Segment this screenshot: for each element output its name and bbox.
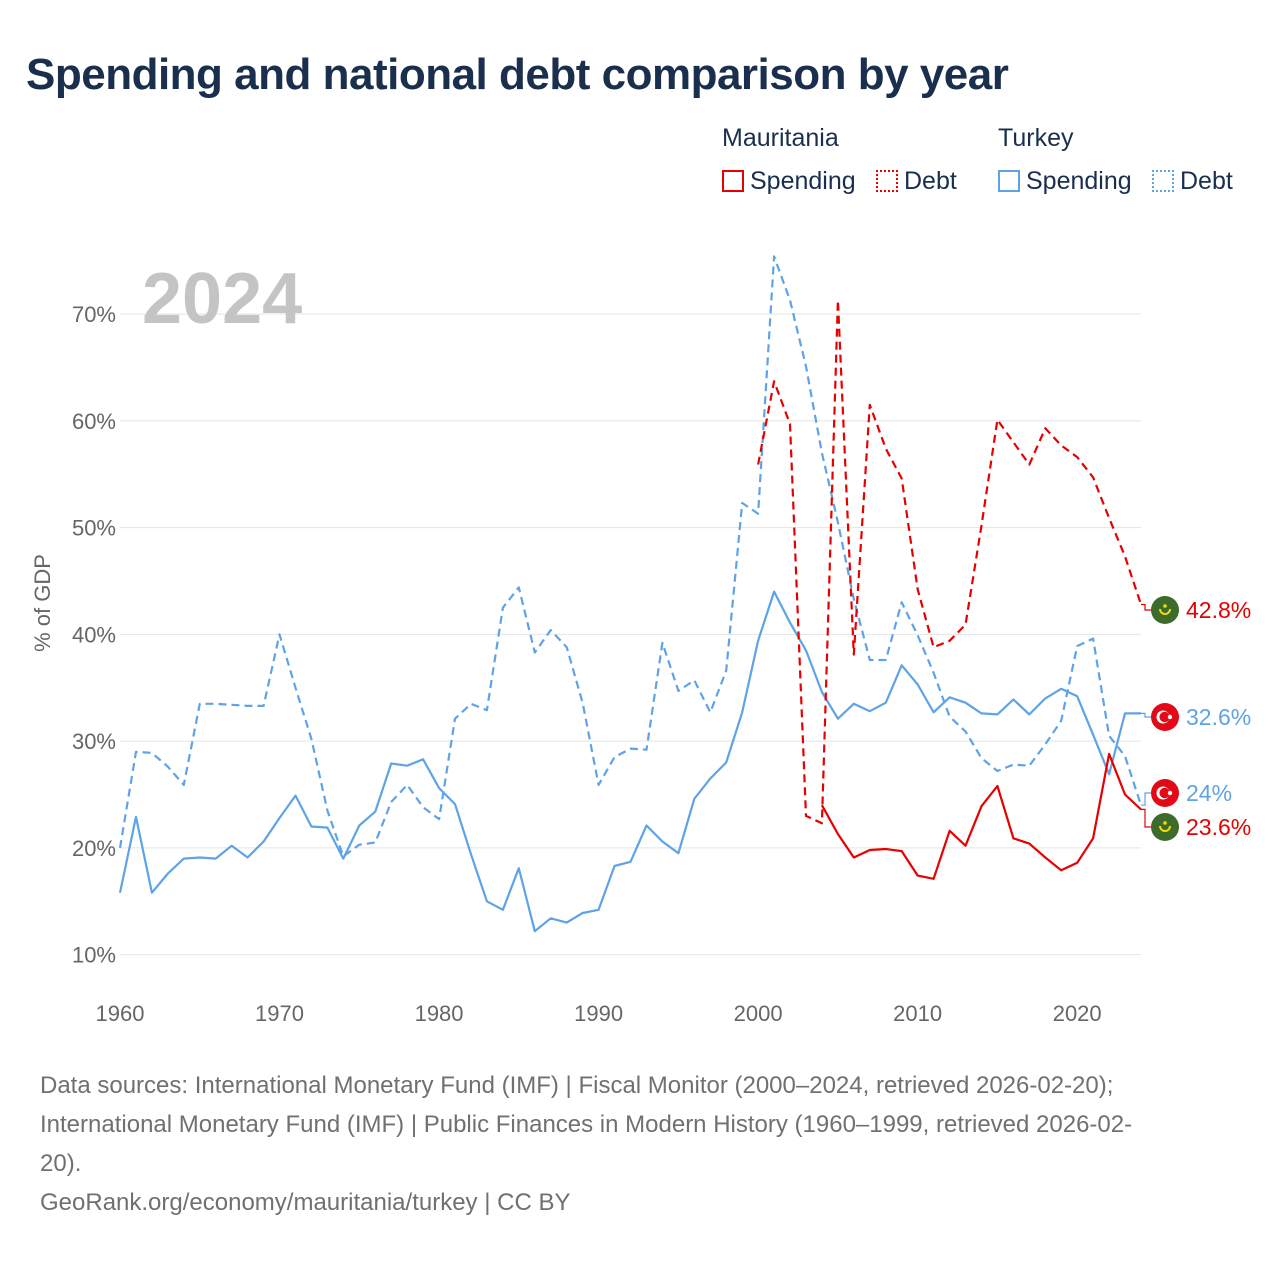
x-tick-label: 2010 (893, 1001, 942, 1026)
end-value-label: 42.8% (1186, 597, 1251, 623)
mauritania-flag-star (1163, 604, 1167, 608)
line-chart: 10% 20% 30% 40% 50% 60% 70% 1960 1970 1980 1990 200… (30, 255, 1251, 1026)
x-tick-label: 2000 (734, 1001, 783, 1026)
y-tick-label: 60% (72, 409, 116, 434)
year-label: 2024 (142, 259, 302, 339)
end-value-label: 23.6% (1186, 814, 1251, 840)
y-tick-label: 40% (72, 622, 116, 647)
chart-title: Spending and national debt comparison by… (26, 50, 1009, 99)
series-line-mauritania-spending (820, 752, 1142, 880)
x-tick-label: 1980 (415, 1001, 464, 1026)
legend-swatch-solid-blue (998, 170, 1020, 192)
legend-swatch-dotted-blue (1152, 170, 1174, 192)
legend-label: Debt (1180, 166, 1233, 195)
legend-label: Spending (750, 166, 856, 195)
turkey-flag-star (1167, 714, 1173, 720)
footer-credit-link[interactable]: GeoRank.org/economy/mauritania/turkey | … (40, 1189, 571, 1216)
legend-item-mauritania-debt[interactable]: Debt (876, 166, 957, 196)
y-tick-label: 10% (72, 943, 116, 968)
footer-sources-line-3: 20). (40, 1150, 82, 1177)
legend-label: Spending (1026, 166, 1132, 195)
y-axis-label: % of GDP (30, 554, 55, 652)
y-tick-label: 70% (72, 302, 116, 327)
x-tick-label: 2020 (1053, 1001, 1102, 1026)
footer-sources-line-1: Data sources: International Monetary Fun… (40, 1072, 1114, 1099)
end-value-label: 24% (1186, 780, 1232, 806)
legend-item-mauritania-spending[interactable]: Spending (722, 166, 856, 196)
legend-swatch-solid-red (722, 170, 744, 192)
mauritania-flag-star (1163, 821, 1167, 825)
footer-sources-line-2: International Monetary Fund (IMF) | Publ… (40, 1111, 1133, 1138)
x-tick-label: 1990 (574, 1001, 623, 1026)
legend-group-turkey: Turkey (998, 124, 1074, 152)
series-line-mauritania-debt (757, 299, 1143, 825)
end-label-connector (1141, 603, 1151, 611)
mauritania-flag-icon (1151, 813, 1179, 841)
mauritania-flag-crescent (1159, 825, 1171, 832)
series-line-turkey-debt (118, 255, 1143, 858)
legend-item-turkey-debt[interactable]: Debt (1152, 166, 1233, 196)
turkey-flag-crescent-inner (1159, 787, 1170, 799)
turkey-flag-crescent-inner (1159, 711, 1170, 723)
legend-group-mauritania: Mauritania (722, 124, 839, 152)
mauritania-flag-icon (1151, 596, 1179, 624)
series-line-turkey-spending (118, 590, 1141, 933)
mauritania-flag-crescent (1159, 608, 1171, 615)
x-tick-label: 1970 (255, 1001, 304, 1026)
end-value-label: 32.6% (1186, 704, 1251, 730)
y-tick-label: 30% (72, 729, 116, 754)
x-tick-label: 1960 (96, 1001, 145, 1026)
legend-item-turkey-spending[interactable]: Spending (998, 166, 1132, 196)
legend-swatch-dotted-red (876, 170, 898, 192)
turkey-flag-star (1167, 790, 1173, 796)
end-label-connector (1141, 808, 1151, 828)
legend-label: Debt (904, 166, 957, 195)
end-label-connector (1141, 712, 1151, 718)
end-label-connector (1141, 792, 1151, 806)
y-tick-label: 50% (72, 516, 116, 541)
y-tick-label: 20% (72, 836, 116, 861)
